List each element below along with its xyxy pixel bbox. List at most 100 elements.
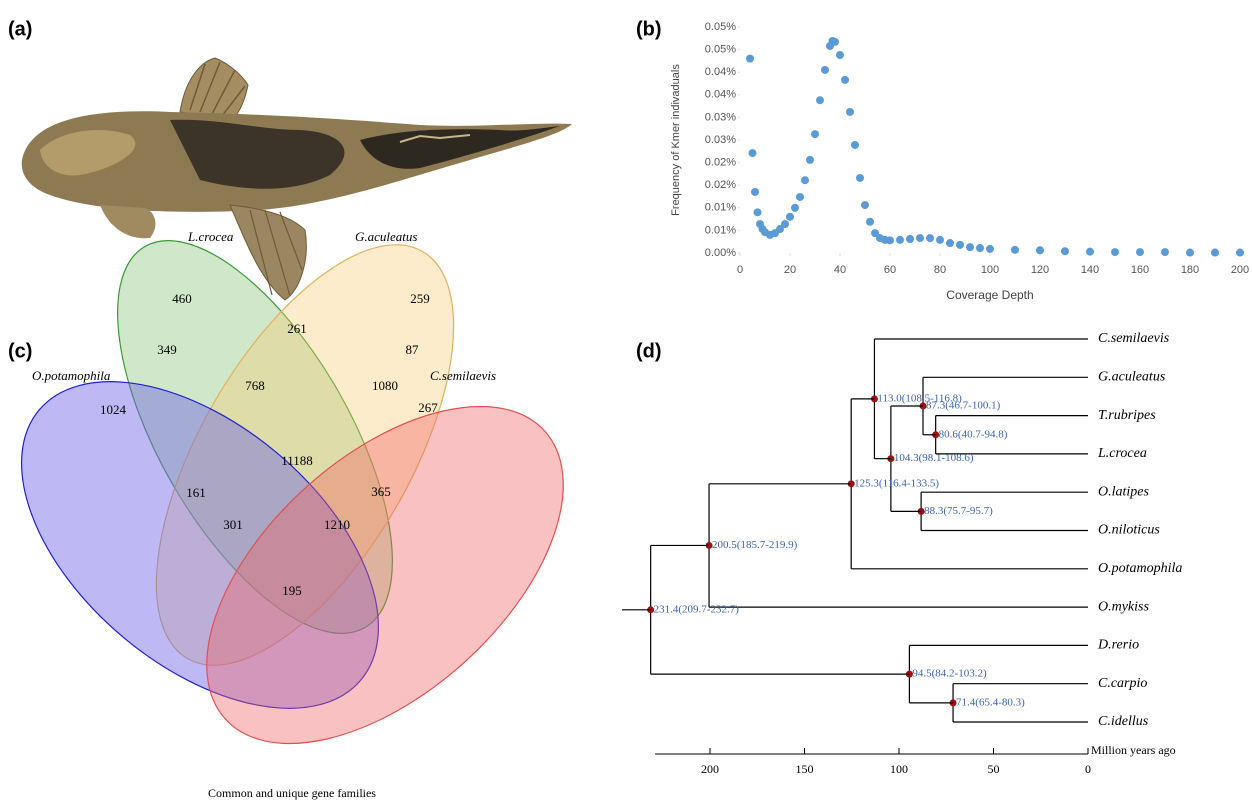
- x-tick-label: 60: [884, 264, 896, 276]
- region-count: 460: [172, 291, 192, 306]
- region-count: 1080: [372, 378, 398, 393]
- x-tick-label: 200: [1231, 264, 1249, 276]
- y-tick-label: 0.03%: [705, 134, 736, 146]
- leaf-label: O.mykiss: [1098, 599, 1149, 614]
- x-tick-label: 20: [784, 264, 796, 276]
- data-point: [926, 234, 934, 242]
- data-point: [811, 130, 819, 138]
- y-tick-label: 0.05%: [705, 44, 736, 56]
- data-point: [976, 244, 984, 252]
- data-point: [746, 55, 754, 63]
- x-tick-label: 40: [834, 264, 846, 276]
- data-point: [916, 234, 924, 242]
- region-count: 349: [157, 342, 177, 357]
- data-point: [749, 149, 757, 157]
- leaf-label: O.niloticus: [1098, 523, 1160, 538]
- leaf-label: T.rubripes: [1098, 408, 1156, 423]
- data-point: [896, 236, 904, 244]
- data-point: [751, 188, 759, 196]
- region-count: 768: [245, 378, 265, 393]
- y-tick-label: 0.01%: [705, 202, 736, 214]
- leaf-label: G.aculeatus: [1098, 370, 1166, 385]
- axis-title: Million years ago: [1091, 743, 1176, 757]
- leaf-label: O.latipes: [1098, 484, 1149, 499]
- y-tick-label: 0.01%: [705, 224, 736, 236]
- data-point: [836, 51, 844, 59]
- x-tick-label: 50: [988, 762, 1000, 776]
- data-point: [1186, 249, 1194, 257]
- x-tick-label: 0: [737, 264, 743, 276]
- x-tick-label: 140: [1081, 264, 1099, 276]
- data-point: [866, 218, 874, 226]
- data-point: [806, 156, 814, 164]
- x-tick-label: 100: [981, 264, 999, 276]
- data-point: [1161, 248, 1169, 256]
- panel-label: (c): [8, 340, 32, 362]
- data-point: [791, 204, 799, 212]
- data-point: [1086, 248, 1094, 256]
- leaf-label: C.idellus: [1098, 714, 1149, 729]
- venn: [0, 199, 624, 802]
- figure: (a) (b) (c) (d) 0.00%0.01%0.01%0.02%0.02…: [0, 0, 1252, 802]
- node-label: 104.3(98.1-108.6): [894, 452, 974, 464]
- data-point: [831, 38, 839, 46]
- data-point: [796, 193, 804, 201]
- y-tick-label: 0.04%: [705, 89, 736, 101]
- data-point: [861, 201, 869, 209]
- region-count: 87: [406, 342, 420, 357]
- x-tick-label: 120: [1031, 264, 1049, 276]
- panel-label: (d): [636, 340, 662, 362]
- y-tick-label: 0.04%: [705, 66, 736, 78]
- y-axis-title: Frequency of Kmer indivaduals: [670, 64, 682, 216]
- data-point: [1136, 248, 1144, 256]
- y-tick-label: 0.02%: [705, 179, 736, 191]
- data-point: [886, 236, 894, 244]
- data-point: [816, 96, 824, 104]
- data-point: [754, 208, 762, 216]
- x-axis-title: Coverage Depth: [946, 288, 1033, 302]
- leaf-label: L.crocea: [1097, 446, 1147, 461]
- node-label: 113.0(108.5-116.8): [877, 392, 962, 404]
- node-label: 88.3(75.7-95.7): [924, 505, 993, 517]
- set-label: O.potamophila: [32, 368, 111, 383]
- node-label: 125.3(116.4-133.5): [854, 477, 939, 489]
- data-point: [841, 76, 849, 84]
- leaf-label: C.carpio: [1098, 676, 1147, 691]
- node-label: 231.4(209.7-232.7): [654, 603, 740, 615]
- data-point: [956, 241, 964, 249]
- set-label: L.crocea: [187, 229, 234, 244]
- x-tick-label: 200: [701, 762, 719, 776]
- region-count: 259: [410, 291, 430, 306]
- node-label: 94.5(84.2-103.2): [912, 668, 987, 680]
- data-point: [1061, 247, 1069, 255]
- y-tick-label: 0.05%: [705, 21, 736, 33]
- venn-title: Common and unique gene families: [208, 786, 376, 800]
- panel-label: (b): [636, 18, 662, 40]
- data-point: [1036, 246, 1044, 254]
- set-label: G.aculeatus: [355, 229, 417, 244]
- data-point: [786, 213, 794, 221]
- region-count: 195: [282, 583, 302, 598]
- x-tick-label: 180: [1181, 264, 1199, 276]
- y-tick-label: 0.03%: [705, 111, 736, 123]
- x-tick-label: 0: [1085, 762, 1091, 776]
- node-label: 71.4(65.4-80.3): [956, 696, 1025, 708]
- x-tick-label: 80: [934, 264, 946, 276]
- data-point: [906, 235, 914, 243]
- region-count: 261: [287, 321, 307, 336]
- region-count: 161: [186, 485, 206, 500]
- data-point: [966, 243, 974, 251]
- data-point: [856, 174, 864, 182]
- data-point: [1111, 248, 1119, 256]
- y-tick-label: 0.00%: [705, 247, 736, 259]
- data-point: [936, 236, 944, 244]
- data-point: [1211, 249, 1219, 257]
- region-count: 365: [371, 484, 391, 499]
- region-count: 301: [223, 517, 243, 532]
- leaf-label: C.semilaevis: [1098, 331, 1170, 346]
- panel-label: (a): [8, 18, 32, 40]
- data-point: [1236, 249, 1244, 257]
- data-point: [846, 108, 854, 116]
- region-count: 11188: [281, 453, 313, 468]
- node-label: 80.6(40.7-94.8): [939, 428, 1008, 440]
